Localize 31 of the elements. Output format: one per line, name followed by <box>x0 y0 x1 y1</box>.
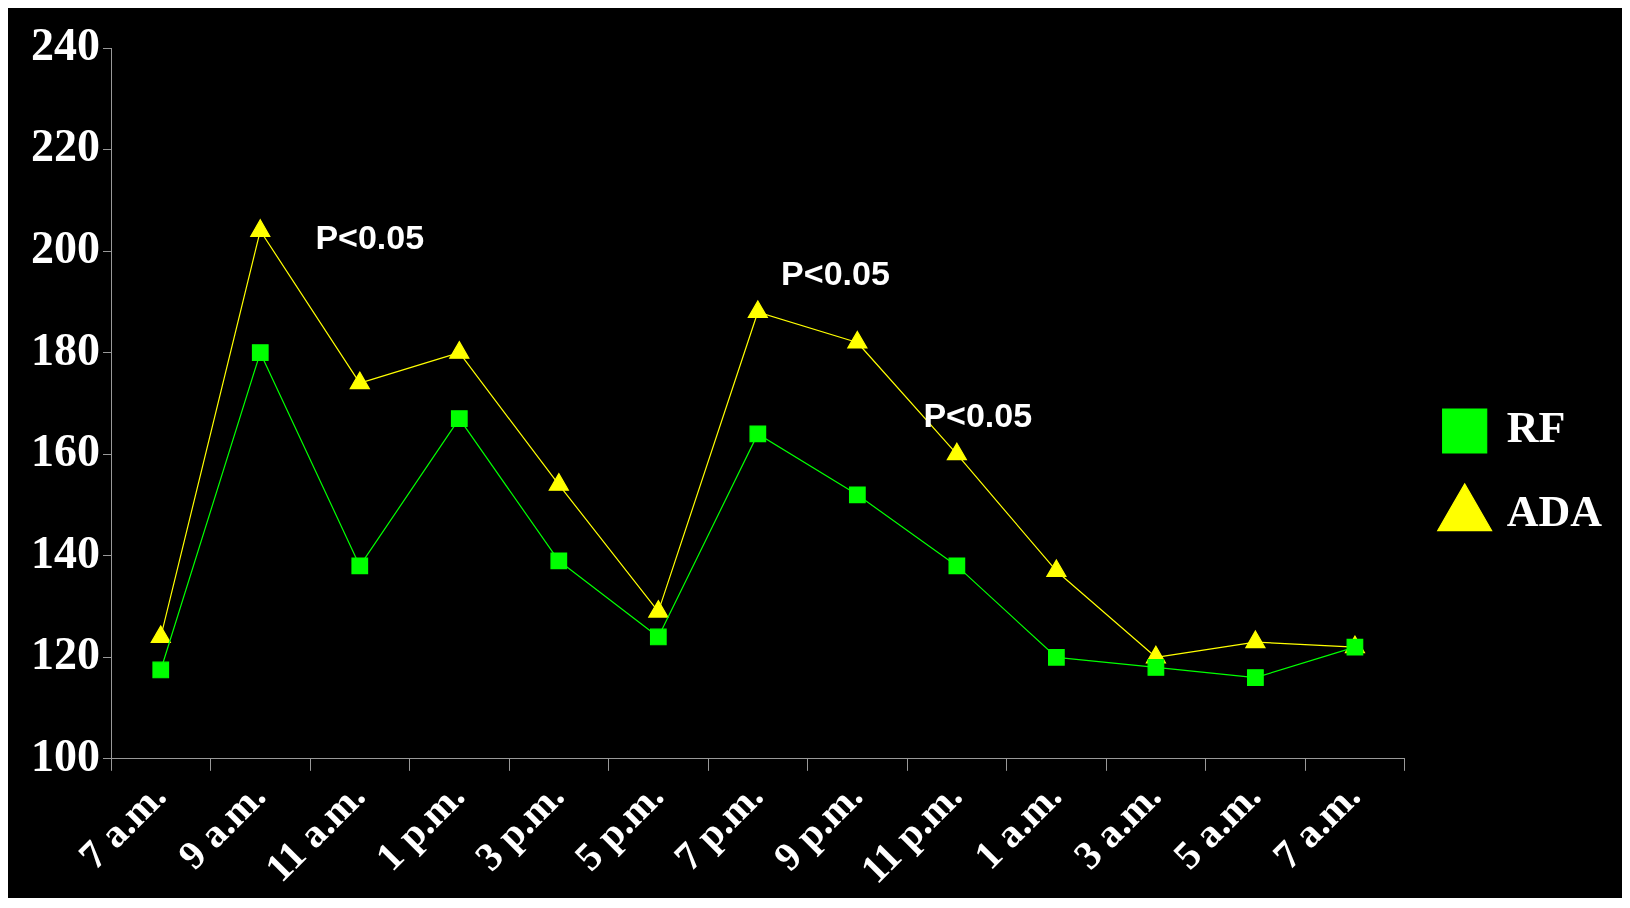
point <box>1147 659 1165 676</box>
legend-label: ADA <box>1506 487 1603 537</box>
point <box>351 557 369 575</box>
point <box>847 330 868 349</box>
y-tick-label: 200 <box>31 221 100 273</box>
point <box>848 486 866 504</box>
point <box>1346 638 1364 656</box>
point <box>749 425 767 443</box>
y-tick-label: 240 <box>31 18 100 70</box>
legend-label: RF <box>1506 403 1566 453</box>
y-tick-label: 160 <box>31 425 100 477</box>
point <box>1247 669 1264 686</box>
y-tick-label: 180 <box>31 323 100 375</box>
point <box>250 219 271 237</box>
point <box>550 552 568 570</box>
point <box>349 371 370 390</box>
point <box>946 442 967 461</box>
point <box>747 300 768 319</box>
point <box>449 341 470 359</box>
point <box>1046 559 1067 578</box>
y-tick-label: 120 <box>31 628 100 680</box>
y-tick-label: 220 <box>31 120 100 172</box>
point <box>152 661 170 679</box>
point <box>1048 648 1065 666</box>
point <box>948 557 966 575</box>
annotation: P<0.05 <box>923 396 1033 435</box>
y-tick-label: 140 <box>31 526 100 578</box>
annotation: P<0.05 <box>781 253 890 292</box>
point <box>548 473 569 491</box>
point <box>649 628 667 646</box>
annotation: P<0.05 <box>315 218 425 257</box>
